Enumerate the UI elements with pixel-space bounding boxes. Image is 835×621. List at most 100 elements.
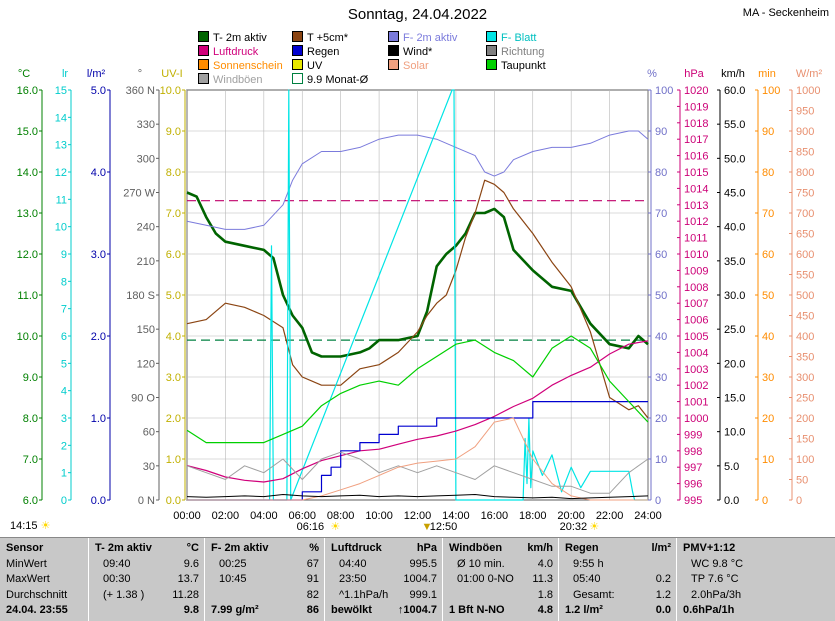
axis-tick-label: 800 [796,167,814,179]
stats-row: 04:40 995.5 [325,558,443,573]
axis-tick-label: 1000 [684,413,708,425]
stats-column: T- 2m aktiv °C 09:40 9.6 00:30 13.7 (+ 1.38 ) 1… [88,538,205,621]
axis-tick-label: 90 O [131,393,155,405]
axis-tick-label: 5.0 [724,461,739,473]
stats-label: ^1.1hPa/h [339,588,389,601]
axis-tick-label: 1011 [684,233,708,245]
axis-tick-label: 70 [655,208,667,220]
axis-tick-label: 270 W [123,188,155,200]
axis-tick-label: 350 [796,352,814,364]
axis-unit-label: lr [62,68,68,80]
axis-tick-label: 10 [655,454,667,466]
left-time-text: 14:15 [10,520,38,532]
stats-value: ↑1004.7 [397,604,437,616]
series-line [187,401,648,501]
axis-tick-label: 1009 [684,265,708,277]
stats-row: 00:30 13.7 [89,573,205,588]
stats-row: Gesamt: 1.2 [559,589,677,604]
legend-label: Windböen [213,74,263,86]
axis-tick-label: 1006 [684,315,708,327]
axis-tick-label: 80 [762,167,774,179]
stats-value: 11.3 [532,573,553,585]
stats-label: 00:30 [103,573,131,585]
axis-tick-label: 700 [796,208,814,220]
axis-tick-label: 600 [796,249,814,261]
sunrise-label: 06:16 [297,521,325,533]
axis-tick-label: 1.0 [91,413,106,425]
legend-label: F- Blatt [501,32,537,44]
x-tick-label: 12:00 [404,510,432,522]
stats-label: TP 7.6 °C [691,573,739,585]
stats-label: 09:40 [103,557,131,570]
sunset-icon: ☀ [589,521,599,533]
legend-label: Solar [403,60,429,72]
stats-value: 0.2 [655,573,671,585]
axis-tick-label: 550 [796,270,814,282]
legend-swatch [486,45,497,56]
series-line [186,179,649,419]
stats-label: Sensor [6,542,44,554]
axis-tick-label: 150 [796,434,814,446]
series-line [186,451,649,494]
legend-item: Sonnenschein [198,59,283,72]
axis-tick-label: 9 [61,249,67,261]
stats-value: 82 [306,588,319,601]
axis-unit-label: min [758,68,776,80]
axis-tick-label: 12.0 [17,249,38,261]
axis-tick-label: 1005 [684,331,708,343]
series-line [186,335,649,444]
stats-value: % [309,542,319,554]
axis-tick-label: 0 [796,495,802,507]
stats-column: Windböen km/h Ø 10 min. 4.0 01:00 0-NO 11.3 1.… [442,538,559,621]
axis-tick-label: 1015 [684,167,708,179]
axis-tick-label: 9.0 [166,126,181,138]
axis-tick-label: 1 [61,468,67,480]
stats-label: T- 2m aktiv [95,542,152,554]
axis-tick-label: 8.0 [166,167,181,179]
axis-tick-label: 10 [55,222,67,234]
stats-value: 13.7 [177,573,199,585]
axis-tick-label: 1016 [684,151,708,163]
stats-label: bewölkt [331,604,372,616]
legend-item: Wind* [388,45,432,58]
axis-unit-label: l/m² [87,68,106,80]
stats-row: 1.8 [443,589,559,604]
axis-tick-label: 1020 [684,85,708,97]
axis-tick-label: 0 [61,495,67,507]
stats-row: 9.8 [89,604,205,619]
axis-tick-label: 1.0 [166,454,181,466]
axis-tick-label: 1008 [684,282,708,294]
x-tick-label: 04:00 [250,510,278,522]
axis-tick-label: 5 [61,358,67,370]
legend-label: 9.9 Monat-Ø [307,74,369,86]
legend-item: Windböen [198,73,263,86]
axis-tick-label: 9.0 [23,372,38,384]
stats-header: F- 2m aktiv% [205,542,325,557]
legend-label: Richtung [501,46,545,58]
stats-value: 1.2 [655,588,671,601]
axis-tick-label: 0.0 [724,495,739,507]
axis-tick-label: 6.0 [23,495,38,507]
stats-value: 86 [306,604,319,616]
axis-tick-label: 40.0 [724,222,745,234]
axis-tick-label: 8.0 [23,413,38,425]
axis-tick-label: 180 S [126,290,155,302]
axis-tick-label: 40 [655,331,667,343]
stats-row: 1 Bft N-NO 4.8 [443,604,559,619]
axis-tick-label: 0.0 [166,495,181,507]
stats-value: km/h [527,542,553,554]
stats-header: Regen l/m² [559,542,677,557]
legend-label: Luftdruck [213,46,259,58]
stats-label: 00:25 [219,557,247,570]
axis-tick-label: 1019 [684,101,708,113]
stats-label: Regen [565,542,599,554]
stats-label: Durchschnitt [6,588,68,601]
axis-unit-label: % [647,68,657,80]
axis-tick-label: 8 [61,276,67,288]
axis-tick-label: 950 [796,106,814,118]
axis-tick-label: 5.0 [166,290,181,302]
axis-tick-label: 7.0 [166,208,181,220]
stats-row: 9:55 h [559,558,677,573]
axis-tick-label: 60.0 [724,85,745,97]
legend-item: UV [292,59,322,72]
